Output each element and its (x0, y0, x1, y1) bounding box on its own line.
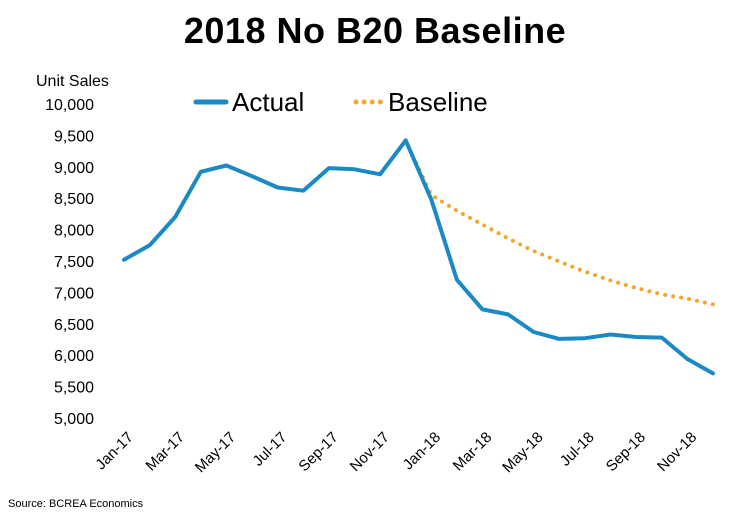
x-tick-label: Sep-17 (295, 429, 341, 475)
y-tick-label: 7,000 (54, 285, 94, 302)
legend-actual-label: Actual (232, 87, 304, 117)
y-tick-label: 7,500 (54, 254, 94, 271)
x-tick-label: Nov-17 (347, 429, 393, 475)
x-tick-label: Sep-18 (603, 429, 649, 475)
x-tick-label: Nov-18 (654, 429, 700, 475)
source-note: Source: BCREA Economics (8, 498, 144, 510)
legend: Actual Baseline (193, 87, 488, 117)
x-tick-label: May-17 (192, 429, 239, 476)
series-layer (122, 138, 715, 376)
x-tick-label: Mar-18 (450, 429, 496, 475)
x-tick-label: Jul-17 (250, 429, 291, 470)
y-tick-label: 6,000 (54, 348, 94, 365)
y-axis-title: Unit Sales (36, 73, 109, 90)
x-tick-label: Mar-17 (142, 429, 188, 475)
x-tick-label: May-18 (499, 429, 546, 476)
y-tick-label: 9,000 (54, 160, 94, 177)
series-line-actual (122, 138, 715, 376)
y-tick-label: 8,500 (54, 191, 94, 208)
y-tick-label: 5,000 (54, 411, 94, 428)
x-axis-ticks: Jan-17 Mar-17 May-17 Jul-17 Sep-17 Nov-17 Jan-… (92, 429, 700, 476)
y-axis-ticks: 5,000 5,500 6,000 6,500 7,000 7,500 8,000 8,500… (45, 97, 94, 428)
x-tick-label: Jan-17 (92, 429, 136, 473)
chart-title: 2018 No B20 Baseline (183, 10, 567, 51)
legend-baseline-label: Baseline (388, 87, 488, 117)
x-tick-label: Jan-18 (400, 429, 444, 473)
y-tick-label: 9,500 (54, 128, 94, 145)
y-tick-label: 5,500 (54, 380, 94, 397)
x-tick-label: Jul-18 (557, 429, 598, 470)
y-tick-label: 8,000 (54, 223, 94, 240)
y-tick-label: 6,500 (54, 317, 94, 334)
y-tick-label: 10,000 (45, 97, 94, 114)
series-line-baseline (403, 138, 715, 307)
